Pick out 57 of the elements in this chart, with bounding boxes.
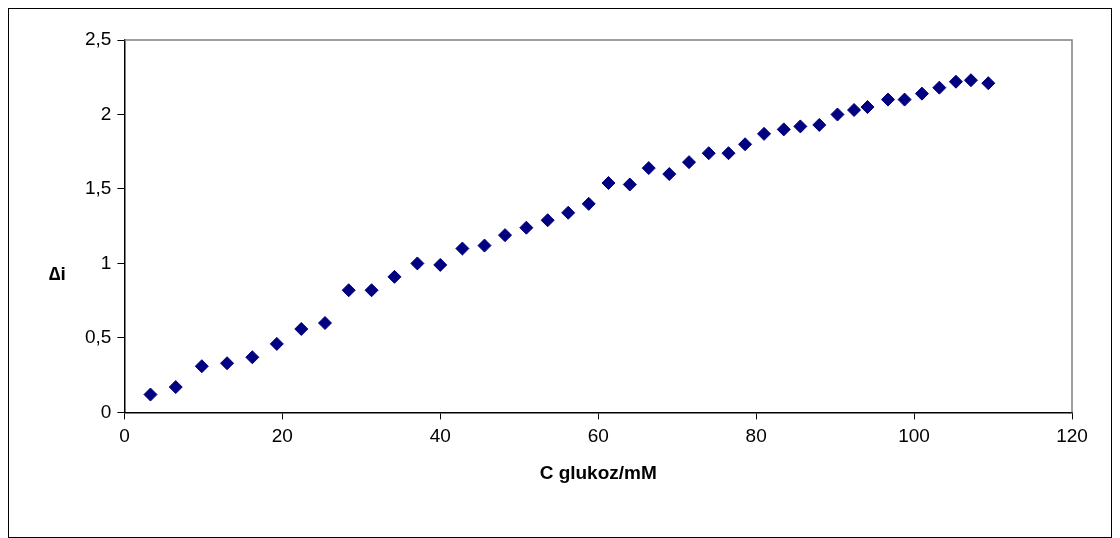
x-tick-label: 120 [1056,425,1088,447]
x-tick-label: 40 [429,425,451,447]
x-axis-title: C glukoz/mM [539,461,657,483]
point [269,336,284,351]
point [341,283,356,298]
point [860,100,875,115]
point [981,76,996,91]
point [477,238,492,253]
point [622,177,637,192]
point [540,213,555,228]
point [830,107,845,122]
point [701,146,716,161]
x-tick-label: 100 [898,425,930,447]
point [662,167,677,182]
point [932,80,947,95]
y-tick-label: 1 [100,251,112,273]
point [433,257,448,272]
point [410,256,425,271]
point [364,283,379,298]
point [641,161,656,176]
point [581,196,596,211]
point [245,350,260,365]
x-tick-label: 60 [587,425,609,447]
point [897,92,912,107]
point [561,205,576,220]
point [738,137,753,152]
y-axis-title: ∆i [49,263,66,285]
y-tick-label: 2,5 [84,28,112,50]
point [914,86,929,101]
point [498,228,513,243]
x-tick-label: 80 [745,425,767,447]
y-tick-label: 1,5 [84,177,112,199]
point [721,146,736,161]
point [220,356,235,371]
point [168,380,183,395]
point [793,119,808,134]
point [143,387,158,402]
point [757,126,772,141]
point [881,92,896,107]
y-tick-label: 2 [100,102,112,124]
point [601,176,616,190]
point [194,359,209,374]
point [519,220,534,235]
point [682,155,697,170]
y-tick-label: 0 [100,400,112,422]
point [294,321,309,336]
point [387,269,402,284]
point [963,73,978,88]
point [455,241,470,256]
point [812,117,827,132]
x-tick-label: 0 [119,425,130,447]
x-tick-label: 20 [271,425,293,447]
point [776,122,791,137]
y-tick-label: 0,5 [84,326,112,348]
point [317,316,332,331]
point [948,74,963,89]
point [847,103,862,118]
